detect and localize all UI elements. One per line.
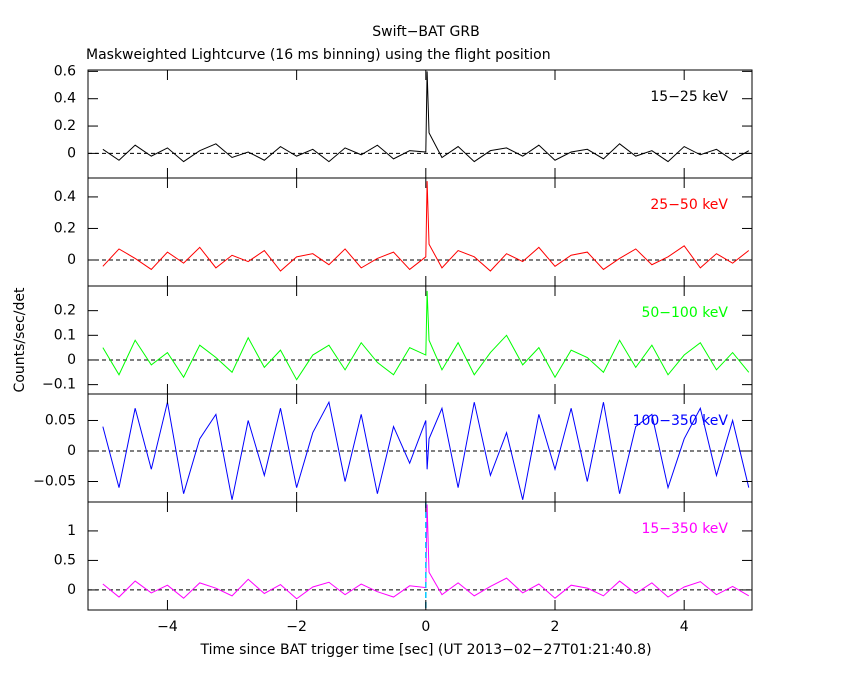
y-tick-label: 0 — [67, 443, 76, 459]
panel-label: 100−350 keV — [633, 413, 729, 429]
panel-label: 15−350 keV — [641, 521, 728, 537]
y-tick-label: 0.2 — [54, 303, 76, 319]
chart-title: Swift−BAT GRB — [372, 24, 479, 40]
y-tick-label: −0.05 — [33, 473, 76, 489]
y-axis-label: Counts/sec/det — [12, 287, 28, 392]
chart-subtitle: Maskweighted Lightcurve (16 ms binning) … — [86, 47, 551, 63]
lightcurve — [102, 290, 750, 381]
y-tick-label: −0.1 — [42, 377, 76, 393]
panel-frame — [87, 501, 753, 611]
x-tick-label: −4 — [157, 619, 178, 635]
x-tick-label: 4 — [680, 619, 689, 635]
y-tick-label: 0.2 — [54, 118, 76, 134]
y-tick-label: 1 — [67, 523, 76, 539]
x-tick-label: −2 — [286, 619, 307, 635]
y-tick-label: 0 — [67, 352, 76, 368]
lightcurve — [102, 504, 750, 600]
lightcurve — [102, 400, 750, 500]
lightcurve — [102, 71, 750, 163]
panel-label: 15−25 keV — [650, 89, 728, 105]
panel-label: 50−100 keV — [641, 305, 728, 321]
y-tick-label: 0.4 — [54, 91, 76, 107]
x-axis-label: Time since BAT trigger time [sec] (UT 20… — [199, 642, 651, 658]
y-tick-label: 0 — [67, 582, 76, 598]
y-tick-label: 0 — [67, 145, 76, 161]
y-tick-label: 0.05 — [45, 412, 76, 428]
y-tick-label: 0.2 — [54, 220, 76, 236]
y-tick-label: 0.6 — [54, 63, 76, 79]
y-tick-label: 0.5 — [54, 552, 76, 568]
x-tick-label: 0 — [421, 619, 430, 635]
x-tick-label: 2 — [551, 619, 560, 635]
y-tick-label: 0.1 — [54, 327, 76, 343]
y-tick-label: 0.4 — [54, 189, 76, 205]
lightcurve — [102, 181, 750, 272]
y-tick-label: 0 — [67, 252, 76, 268]
panel-label: 25−50 keV — [650, 197, 728, 213]
